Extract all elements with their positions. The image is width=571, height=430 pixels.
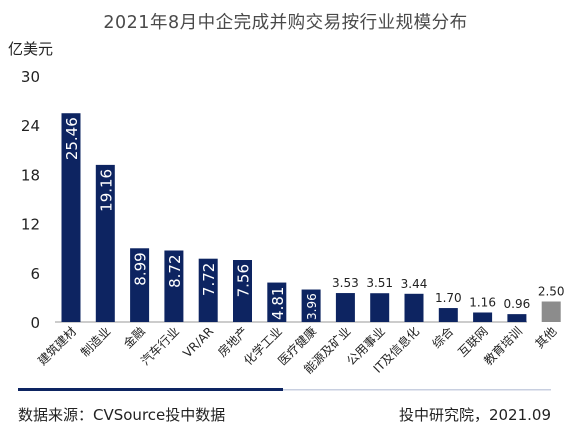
value-label: 2.50	[538, 285, 565, 299]
y-tick-label: 6	[30, 265, 40, 283]
bar-4	[198, 258, 218, 322]
footer-divider-light	[283, 389, 551, 391]
bar-0	[61, 113, 81, 322]
footer-divider-dark	[18, 388, 283, 391]
x-tick-label: 金融	[120, 324, 148, 352]
data-source-text: 数据来源：CVSource投中数据	[18, 406, 226, 424]
y-tick-label: 30	[21, 68, 40, 86]
value-label: 25.46	[63, 117, 81, 160]
bar-12	[473, 312, 493, 322]
y-axis-unit-label: 亿美元	[8, 40, 54, 58]
y-tick-label: 18	[21, 166, 40, 184]
value-label: 3.53	[332, 276, 359, 290]
y-tick-label: 12	[21, 216, 40, 234]
value-labels-group: 25.46 19.16 8.99 8.72 7.72 7.56 4.81 3.96 3.53 3.…	[63, 117, 565, 320]
x-tick-label: 建筑建材	[35, 324, 80, 369]
bar-11	[438, 308, 458, 322]
bar-9	[370, 293, 390, 322]
value-label: 3.51	[366, 276, 393, 290]
value-label: 7.56	[235, 264, 253, 297]
x-tick-label: 其他	[532, 324, 559, 351]
value-label: 4.81	[269, 287, 287, 320]
value-label: 8.99	[132, 252, 150, 285]
bar-7	[301, 289, 321, 322]
x-tick-label: 制造业	[78, 324, 113, 359]
x-tick-label: 教育培训	[480, 324, 525, 369]
value-label: 1.16	[469, 295, 496, 309]
value-label: 19.16	[97, 169, 115, 212]
bar-2	[130, 248, 150, 322]
y-tick-label: 24	[21, 117, 40, 135]
publisher-credit-text: 投中研究院，2021.09	[398, 406, 551, 424]
value-label: 8.72	[166, 254, 184, 287]
bar-6	[267, 282, 287, 322]
y-axis-ticks: 0 6 12 18 24 30	[21, 68, 40, 332]
x-tick-label: 汽车行业	[137, 324, 182, 369]
value-label: 0.96	[504, 297, 531, 311]
bar-3	[164, 250, 184, 322]
value-label: 3.96	[305, 293, 319, 320]
x-tick-label: 综合	[429, 324, 457, 352]
bar-10	[404, 293, 424, 322]
bar-13	[507, 314, 527, 322]
bar-1	[95, 164, 115, 322]
chart-title: 2021年8月中企完成并购交易按行业规模分布	[103, 13, 468, 33]
bar-8	[335, 293, 355, 322]
bar-14	[541, 301, 561, 322]
y-tick-label: 0	[30, 314, 40, 332]
value-label: 3.44	[401, 277, 428, 291]
value-label: 7.72	[200, 263, 218, 296]
bars-group	[61, 113, 561, 322]
bar-5	[233, 260, 252, 322]
value-label: 1.70	[435, 291, 462, 305]
x-tick-label: VR/AR	[180, 324, 216, 360]
